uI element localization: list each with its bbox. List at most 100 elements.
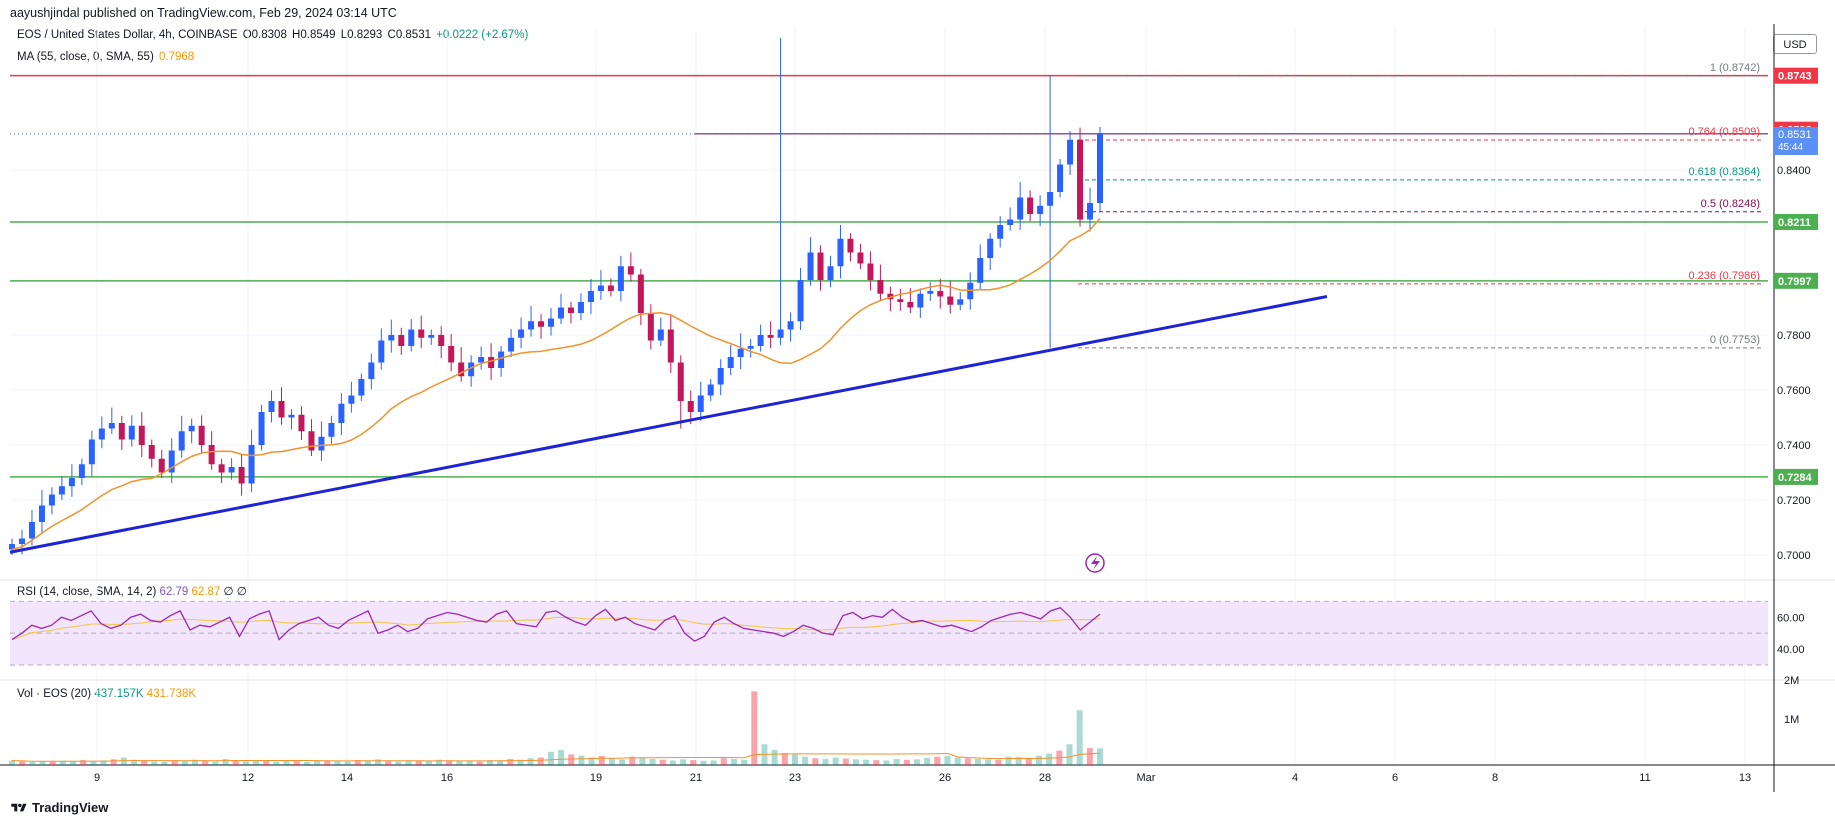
time-tick-label: 26 (939, 772, 951, 784)
support-trendline (9, 295, 1328, 554)
volume-bar (141, 760, 148, 765)
candle-body (498, 351, 505, 368)
volume-bar (842, 758, 849, 765)
candle-body (897, 299, 904, 302)
candle-body (258, 412, 265, 445)
candle-body (947, 296, 954, 305)
candle-body (1017, 197, 1024, 220)
price-tick-label: 0.7600 (1777, 385, 1811, 397)
volume-tick-label: 1M (1784, 714, 1799, 726)
candle-body (587, 291, 594, 302)
ohlc-low: L0.8293 (340, 29, 383, 41)
candle-body (28, 522, 35, 539)
volume-bar (364, 760, 371, 765)
candle-body (288, 414, 295, 418)
volume-bar (822, 758, 829, 765)
candle-body (128, 425, 135, 440)
volume-bar (578, 755, 585, 765)
brand-name: TradingView (32, 800, 109, 815)
candle-body (847, 238, 854, 253)
volume-bar (1005, 756, 1012, 765)
volume-bar (39, 761, 46, 765)
fib-level-label: 0.5 (0.8248) (1701, 198, 1760, 210)
fib-level-label: 0.618 (0.8364) (1688, 166, 1760, 178)
candle-body (647, 313, 654, 341)
volume-bar (537, 757, 544, 765)
volume-bar (334, 761, 341, 765)
candle-body (727, 357, 734, 368)
price-tick-label: 0.8400 (1777, 165, 1811, 177)
volume-bar (1046, 753, 1053, 765)
candle-body (1067, 139, 1074, 165)
volume-bar (405, 760, 412, 765)
price-tick-label: 0.7400 (1777, 440, 1811, 452)
candle-body (318, 436, 325, 451)
volume-bar (964, 758, 971, 765)
volume-bar (974, 758, 981, 765)
volume-bar (354, 760, 361, 765)
candle-body (388, 335, 395, 341)
time-tick-label: 11 (1639, 772, 1650, 784)
rsi-line (11, 606, 1101, 642)
candle-body (398, 335, 405, 346)
currency-button[interactable]: USD (1773, 34, 1817, 54)
volume-bar (619, 759, 626, 765)
time-tick-label: 19 (590, 772, 602, 784)
candle-body (518, 329, 525, 338)
volume-bar (547, 751, 554, 765)
candle-body (118, 423, 125, 440)
volume-bar (202, 760, 209, 765)
candle-body (657, 329, 664, 341)
candle-body (148, 445, 155, 459)
candle-body (767, 335, 774, 338)
ohlc-open: O0.8308 (242, 29, 287, 41)
candle-body (577, 302, 584, 313)
volume-bar (59, 760, 66, 765)
candle-body (408, 329, 415, 346)
volume-bar (131, 759, 138, 765)
ma-legend[interactable]: MA (55, close, 0, SMA, 55) 0.7968 (17, 51, 196, 63)
candle-body (188, 425, 195, 432)
candle-body (667, 329, 674, 363)
volume-ma-line (11, 752, 1101, 762)
candle-body (757, 335, 764, 346)
candle-body (38, 505, 45, 522)
price-level-badge (1774, 468, 1818, 485)
candle-body (88, 439, 95, 465)
tradingview-logo-icon (11, 803, 27, 811)
candle-body (508, 337, 515, 352)
candle-body (837, 238, 844, 267)
candle-body (268, 401, 275, 412)
volume-bar (253, 760, 260, 765)
candle-body (687, 401, 694, 412)
volume-bar (415, 760, 422, 765)
candle-body (298, 414, 305, 432)
volume-bar (476, 761, 483, 765)
candle-body (328, 423, 335, 437)
candle-body (68, 478, 75, 487)
volume-bar (497, 760, 504, 765)
candle-body (78, 464, 85, 478)
time-tick-label: Mar (1137, 772, 1156, 784)
candle-body (617, 266, 624, 291)
volume-legend[interactable]: Vol · EOS (20) 437.157K 431.738K (17, 688, 196, 700)
candle-body (747, 346, 754, 349)
volume-bar (730, 758, 737, 765)
rsi-legend[interactable]: RSI (14, close, SMA, 14, 2) 62.79 62.87 … (17, 584, 247, 598)
volume-bar (883, 760, 890, 765)
volume-bar (1035, 755, 1042, 765)
candle-body (138, 425, 145, 445)
candle-body (428, 335, 435, 338)
volume-bar (100, 760, 107, 765)
rsi-tick-label: 60.00 (1777, 612, 1805, 624)
volume-bar (608, 758, 615, 765)
publisher-attribution: aayushjindal published on TradingView.co… (10, 6, 397, 20)
candle-body (877, 280, 884, 294)
volume-bar (324, 760, 331, 765)
volume-bar (314, 760, 321, 765)
candle-body (178, 431, 185, 451)
candle-body (338, 403, 345, 423)
volume-bar (995, 759, 1002, 765)
candle-body (528, 321, 535, 330)
